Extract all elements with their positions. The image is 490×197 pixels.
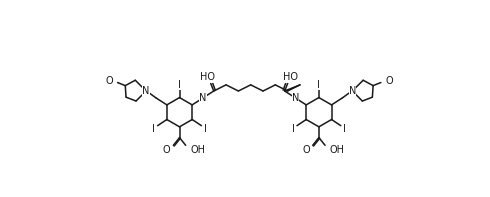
Text: O: O: [206, 73, 214, 83]
Text: N: N: [199, 93, 207, 103]
Text: N: N: [143, 86, 150, 96]
Text: HO: HO: [283, 72, 298, 82]
Text: O: O: [386, 76, 393, 86]
Text: O: O: [302, 145, 310, 155]
Text: O: O: [105, 76, 113, 86]
Text: I: I: [152, 124, 155, 134]
Text: I: I: [318, 80, 320, 90]
Text: OH: OH: [190, 145, 205, 155]
Text: O: O: [163, 145, 171, 155]
Text: N: N: [292, 93, 299, 103]
Text: I: I: [178, 80, 181, 90]
Text: I: I: [343, 124, 346, 134]
Text: OH: OH: [330, 145, 344, 155]
Text: O: O: [285, 73, 293, 83]
Text: HO: HO: [200, 72, 215, 82]
Text: I: I: [292, 124, 294, 134]
Text: I: I: [204, 124, 207, 134]
Text: N: N: [349, 86, 356, 96]
